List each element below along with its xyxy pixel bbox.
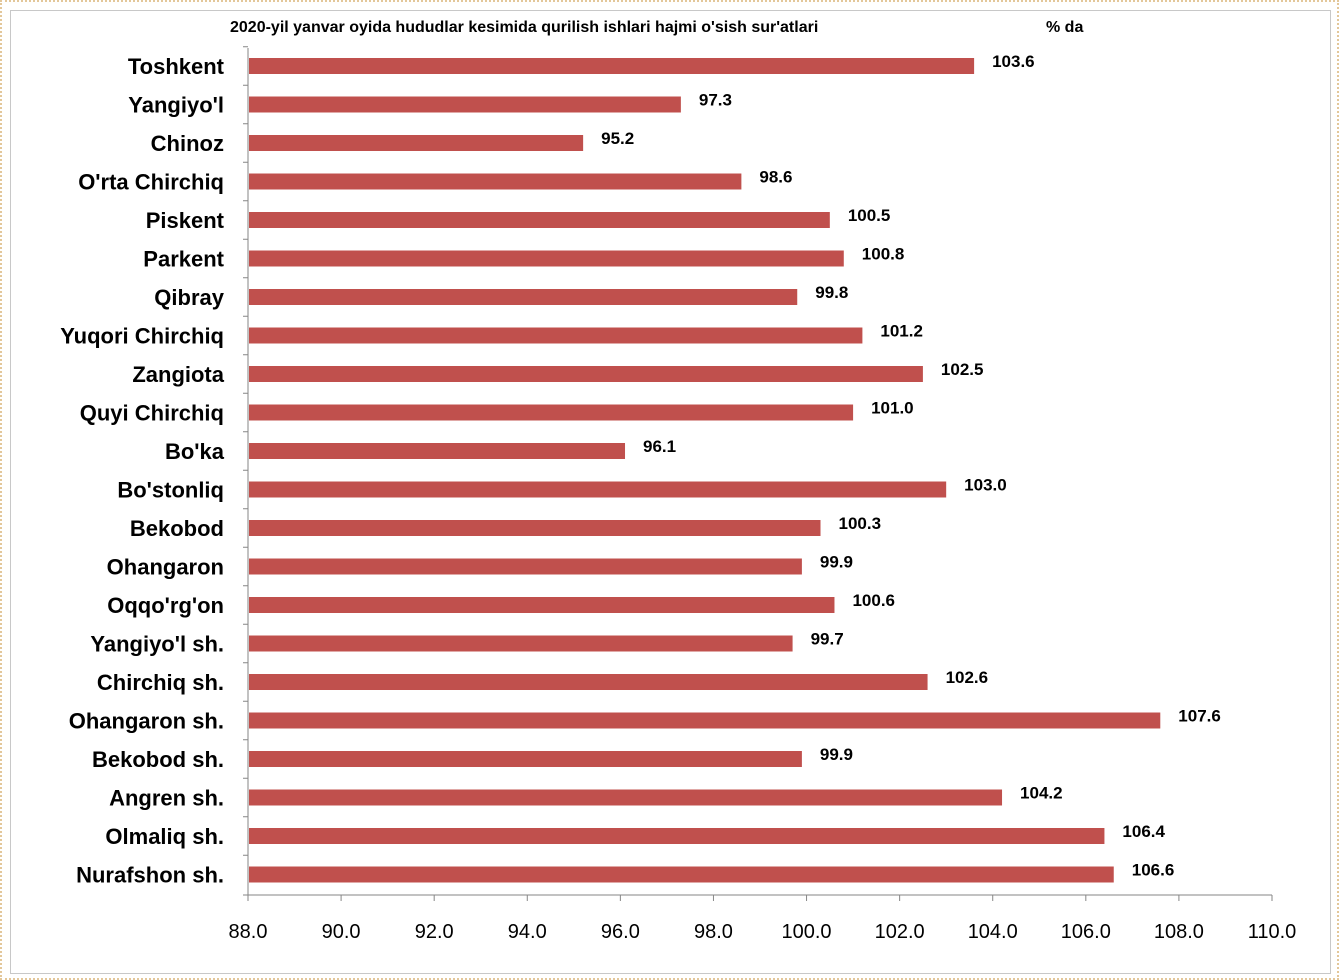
data-label: 102.5 bbox=[941, 360, 984, 379]
data-label: 106.4 bbox=[1122, 822, 1165, 841]
data-label: 99.9 bbox=[820, 745, 853, 764]
bar bbox=[249, 250, 844, 267]
data-label: 100.6 bbox=[852, 591, 895, 610]
bar bbox=[249, 289, 798, 305]
bar bbox=[249, 828, 1105, 844]
bar bbox=[249, 58, 975, 74]
data-label: 103.0 bbox=[964, 476, 1007, 495]
data-label: 99.7 bbox=[811, 630, 844, 649]
category-label: Olmaliq sh. bbox=[105, 824, 224, 849]
bar bbox=[249, 751, 802, 767]
bar bbox=[249, 520, 821, 536]
bar bbox=[249, 635, 793, 652]
category-label: Yangiyo'l bbox=[128, 93, 224, 118]
category-label: Oqqo'rg'on bbox=[107, 593, 224, 618]
chart-title: 2020-yil yanvar oyida hududlar kesimida … bbox=[230, 19, 818, 36]
data-label: 96.1 bbox=[643, 437, 676, 456]
bars-group: 103.6 97.3 95.2 98.6 100.5 100.8 99.8 101.2 102.… bbox=[249, 52, 1221, 883]
category-label: Angren sh. bbox=[109, 786, 224, 811]
category-label: Qibray bbox=[154, 285, 224, 310]
x-tick-label: 110.0 bbox=[1248, 921, 1297, 943]
category-label: Parkent bbox=[143, 247, 224, 272]
x-tick-label: 108.0 bbox=[1154, 921, 1204, 943]
data-label: 100.5 bbox=[848, 206, 891, 225]
category-label: Nurafshon sh. bbox=[76, 863, 224, 888]
x-axis: Toshkent Yangiyo'l Chinoz O'rta Chirchiq Pis… bbox=[60, 46, 1297, 943]
bar bbox=[249, 712, 1161, 729]
bar bbox=[249, 674, 928, 690]
x-tick-label: 98.0 bbox=[694, 921, 733, 943]
bar bbox=[249, 327, 863, 344]
bar bbox=[249, 96, 681, 113]
category-label: Yangiyo'l sh. bbox=[90, 632, 224, 657]
data-label: 104.2 bbox=[1020, 784, 1063, 803]
data-label: 97.3 bbox=[699, 91, 732, 110]
bar bbox=[249, 558, 802, 575]
data-label: 100.8 bbox=[862, 245, 905, 264]
data-label: 107.6 bbox=[1178, 707, 1221, 726]
data-label: 101.2 bbox=[880, 322, 923, 341]
data-label: 103.6 bbox=[992, 52, 1035, 71]
data-label: 102.6 bbox=[946, 668, 989, 687]
data-label: 101.0 bbox=[871, 399, 914, 418]
bar bbox=[249, 597, 835, 613]
x-tick-label: 106.0 bbox=[1061, 921, 1111, 943]
category-label: Piskent bbox=[146, 208, 225, 233]
category-label: Chirchiq sh. bbox=[97, 670, 224, 695]
x-tick-label: 90.0 bbox=[322, 921, 361, 943]
category-label: Bekobod sh. bbox=[92, 747, 224, 772]
bar bbox=[249, 866, 1114, 883]
bar bbox=[249, 366, 923, 382]
bar bbox=[249, 789, 1003, 806]
x-tick-label: 104.0 bbox=[968, 921, 1018, 943]
data-label: 95.2 bbox=[601, 129, 634, 148]
category-label: Ohangaron sh. bbox=[69, 709, 224, 734]
data-label: 99.9 bbox=[820, 553, 853, 572]
category-label: Yuqori Chirchiq bbox=[60, 324, 224, 349]
category-label: Zangiota bbox=[132, 362, 224, 387]
data-label: 98.6 bbox=[759, 168, 792, 187]
category-label: O'rta Chirchiq bbox=[78, 170, 224, 195]
category-label: Toshkent bbox=[128, 54, 225, 79]
category-label: Bekobod bbox=[130, 516, 224, 541]
category-label: Quyi Chirchiq bbox=[80, 401, 224, 426]
data-label: 106.6 bbox=[1132, 861, 1175, 880]
bar bbox=[249, 404, 854, 421]
category-label: Ohangaron bbox=[107, 555, 224, 580]
x-tick-label: 88.0 bbox=[229, 921, 268, 943]
x-tick-label: 92.0 bbox=[415, 921, 454, 943]
unit-label: % da bbox=[1046, 19, 1083, 36]
data-label: 99.8 bbox=[815, 283, 848, 302]
category-label: Chinoz bbox=[151, 131, 224, 156]
bar bbox=[249, 173, 742, 190]
x-tick-label: 102.0 bbox=[875, 921, 925, 943]
bar bbox=[249, 135, 584, 151]
category-label: Bo'ka bbox=[165, 439, 225, 464]
category-label: Bo'stonliq bbox=[117, 478, 224, 503]
bar bbox=[249, 443, 626, 459]
bar bbox=[249, 481, 947, 498]
bar bbox=[249, 212, 830, 228]
data-label: 100.3 bbox=[839, 514, 882, 533]
x-tick-label: 94.0 bbox=[508, 921, 547, 943]
x-tick-label: 100.0 bbox=[782, 921, 832, 943]
x-tick-label: 96.0 bbox=[601, 921, 640, 943]
